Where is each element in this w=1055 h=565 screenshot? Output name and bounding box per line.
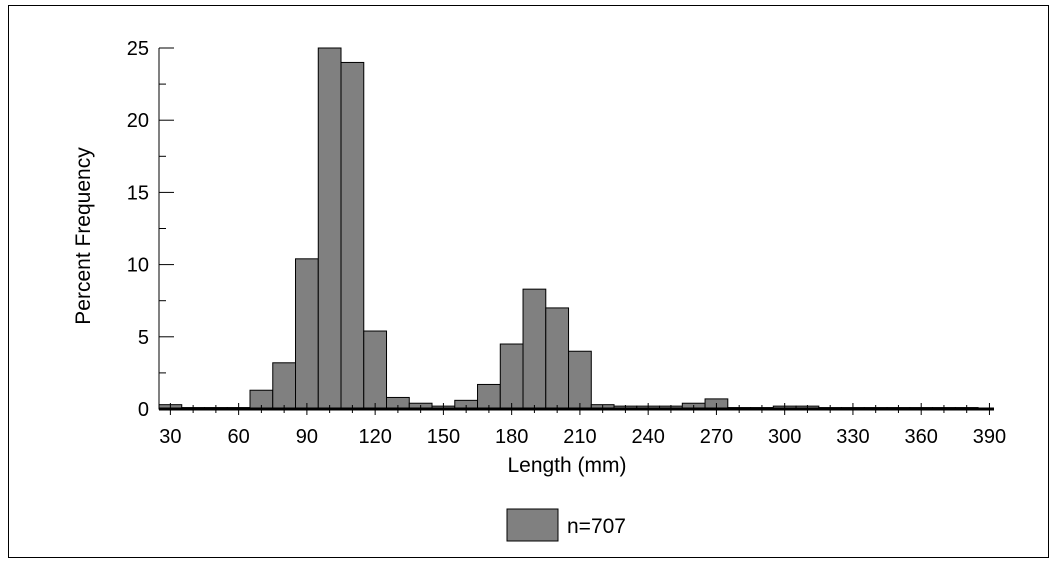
histogram-bar [363, 330, 388, 410]
y-tick-label: 20 [127, 110, 149, 132]
axes-group: 0 5 10 15 20 25 30 60 90 120 150 180 210 240 270 300 330… [127, 38, 1006, 448]
x-tick-label: 150 [427, 426, 460, 448]
legend-label: n=707 [567, 515, 626, 538]
x-tick-label: 60 [228, 426, 250, 448]
y-axis-title: Percent Frequency [72, 147, 95, 325]
histogram-bar [317, 47, 342, 410]
x-tick-label: 390 [973, 426, 1006, 448]
y-tick-label: 10 [127, 255, 149, 277]
y-tick-label: 5 [138, 327, 149, 349]
histogram-bar [522, 288, 547, 410]
histogram-bar [499, 343, 524, 410]
x-tick-label: 240 [631, 426, 664, 448]
x-tick-label: 30 [159, 426, 181, 448]
legend: n=707 [506, 508, 626, 542]
x-tick-label: 210 [563, 426, 596, 448]
y-tick-label: 15 [127, 182, 149, 204]
histogram-bar [272, 362, 297, 410]
y-tick-label: 0 [138, 399, 149, 421]
bars-group [158, 47, 979, 410]
histogram-bar [340, 61, 365, 410]
histogram-bar [545, 307, 570, 410]
legend-swatch [506, 508, 559, 542]
x-tick-label: 120 [358, 426, 391, 448]
x-tick-label: 270 [700, 426, 733, 448]
x-axis-title: Length (mm) [507, 454, 626, 477]
histogram-bar [295, 258, 319, 410]
y-tick-label: 25 [127, 38, 149, 60]
x-tick-label: 360 [905, 426, 938, 448]
chart-frame [8, 5, 1049, 558]
x-tick-label: 90 [296, 426, 318, 448]
x-tick-label: 180 [495, 426, 528, 448]
x-tick-label: 330 [836, 426, 869, 448]
histogram-bar [568, 350, 592, 410]
x-tick-label: 300 [768, 426, 801, 448]
